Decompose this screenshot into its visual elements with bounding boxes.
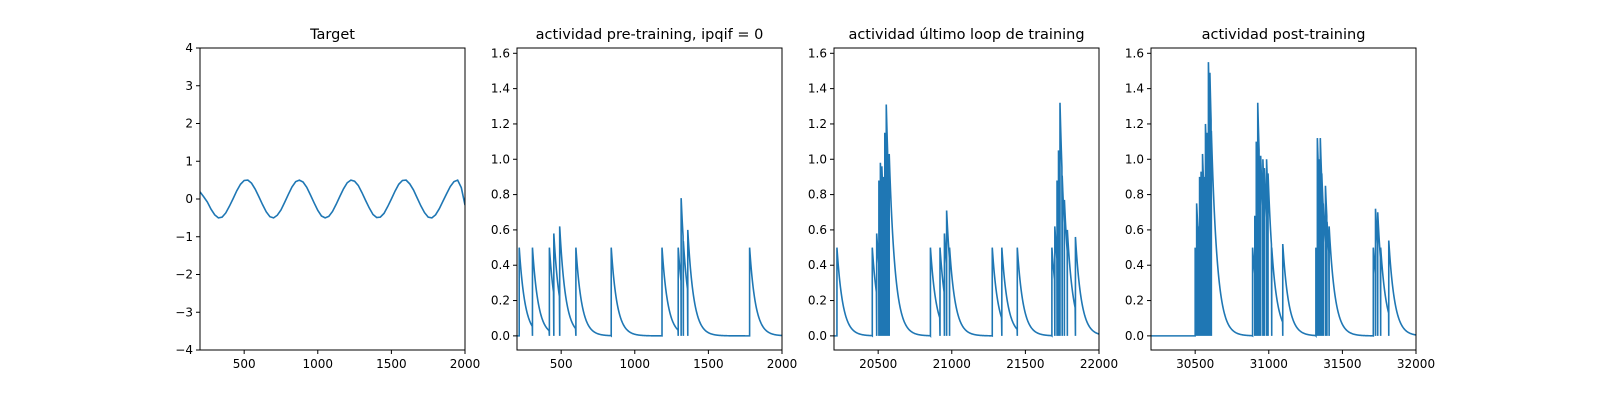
y-tick-label: 1.2 <box>808 117 827 131</box>
x-tick-label: 500 <box>233 357 256 371</box>
y-tick-label: 0.2 <box>491 294 510 308</box>
y-tick-label: 4 <box>185 41 193 55</box>
x-tick-label: 30500 <box>1176 357 1214 371</box>
subplot-2: 500 1000 1500 2000 0.0 0.2 0.4 0.6 0.8 1.0 1.2 1.4 1… <box>491 27 797 371</box>
y-tick-label: 1.6 <box>808 46 827 60</box>
y-tick-label: 1.6 <box>491 46 510 60</box>
y-tick-label: 1.4 <box>1125 82 1144 96</box>
y-tick-label: 0.2 <box>1125 294 1144 308</box>
y-tick-label: 0.8 <box>1125 188 1144 202</box>
subplot-1: 500 1000 1500 2000 −4 −3 −2 −1 0 1 2 3 4 Target <box>175 27 480 371</box>
y-tick-label: 1.6 <box>1125 46 1144 60</box>
series-line <box>517 198 782 338</box>
subplot-title: Target <box>309 27 355 43</box>
subplot-3: 20500 21000 21500 22000 0.0 0.2 0.4 0.6 0.8 1.0 1.… <box>808 27 1118 371</box>
subplot-4: 30500 31000 31500 32000 0.0 0.2 0.4 0.6 0.8 1.0 1.… <box>1125 27 1435 371</box>
y-tick-label: 0.6 <box>491 223 510 237</box>
x-tick-label: 20500 <box>859 357 897 371</box>
series-line <box>200 179 465 219</box>
x-tick-label: 2000 <box>450 357 481 371</box>
x-tick-label: 1500 <box>376 357 407 371</box>
x-tick-label: 500 <box>550 357 573 371</box>
y-tick-label: 2 <box>185 117 193 131</box>
x-tick-label: 1500 <box>693 357 724 371</box>
axes-frame <box>516 47 783 351</box>
x-tick-label: 2000 <box>767 357 798 371</box>
y-tick-label: 1.0 <box>491 152 510 166</box>
y-tick-label: 0.2 <box>808 294 827 308</box>
y-tick-label: −2 <box>175 268 193 282</box>
y-tick-label: 0.4 <box>491 258 510 272</box>
y-tick-label: 0.0 <box>808 329 827 343</box>
y-tick-label: 0.6 <box>808 223 827 237</box>
y-tick-label: 0.6 <box>1125 223 1144 237</box>
y-tick-label: 1.4 <box>808 82 827 96</box>
y-tick-label: 1.2 <box>1125 117 1144 131</box>
axes-frame <box>1150 47 1417 351</box>
x-tick-label: 32000 <box>1397 357 1435 371</box>
y-tick-label: 0.4 <box>1125 258 1144 272</box>
series-line <box>1151 62 1416 339</box>
y-tick-label: −4 <box>175 343 193 357</box>
axes-frame <box>833 47 1100 351</box>
x-tick-label: 22000 <box>1080 357 1118 371</box>
subplot-title: actividad post-training <box>1202 27 1366 43</box>
y-tick-label: 1 <box>185 154 193 168</box>
y-tick-label: 0.8 <box>491 188 510 202</box>
x-tick-label: 1000 <box>303 357 334 371</box>
y-tick-label: 0 <box>185 192 193 206</box>
y-tick-label: 0.0 <box>491 329 510 343</box>
y-tick-label: 0.8 <box>808 188 827 202</box>
y-tick-label: −1 <box>175 230 193 244</box>
series-line <box>834 102 1099 338</box>
y-tick-label: 1.4 <box>491 82 510 96</box>
subplot-title: actividad último loop de training <box>848 27 1084 43</box>
subplot-title: actividad pre-training, ipqif = 0 <box>536 27 764 43</box>
axes-frame <box>199 47 466 351</box>
y-tick-label: −3 <box>175 305 193 319</box>
x-tick-label: 31500 <box>1323 357 1361 371</box>
x-tick-label: 31000 <box>1250 357 1288 371</box>
x-tick-label: 1000 <box>620 357 651 371</box>
y-tick-label: 1.0 <box>1125 152 1144 166</box>
y-tick-label: 0.0 <box>1125 329 1144 343</box>
y-tick-label: 1.2 <box>491 117 510 131</box>
y-tick-label: 0.4 <box>808 258 827 272</box>
x-tick-label: 21000 <box>933 357 971 371</box>
y-tick-label: 1.0 <box>808 152 827 166</box>
y-tick-label: 3 <box>185 79 193 93</box>
x-tick-label: 21500 <box>1006 357 1044 371</box>
